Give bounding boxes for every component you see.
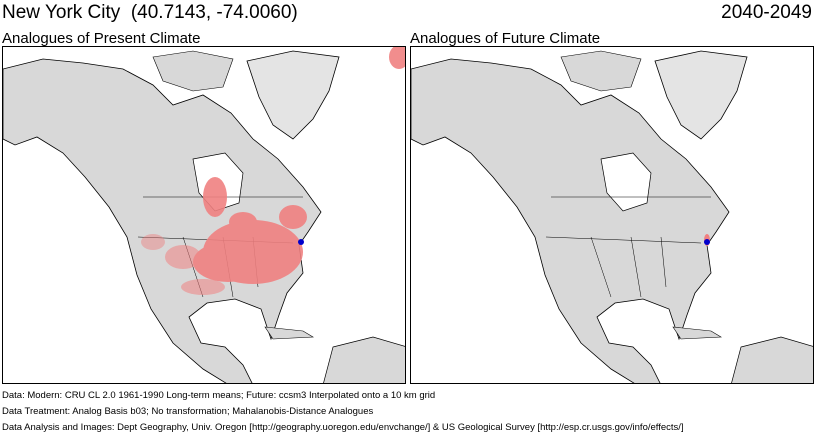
location-name: New York City bbox=[2, 2, 121, 23]
footer-data-source: Data: Modern: CRU CL 2.0 1961-1990 Long-… bbox=[2, 390, 436, 401]
location-coords: (40.7143, -74.0060) bbox=[130, 2, 298, 23]
present-panel-title: Analogues of Present Climate bbox=[2, 30, 201, 47]
page-title: New York City (40.7143, -74.0060) bbox=[2, 2, 298, 24]
future-panel-title: Analogues of Future Climate bbox=[410, 30, 601, 47]
target-location-marker bbox=[298, 239, 304, 245]
analogue-regions bbox=[141, 47, 405, 295]
footer-data-treatment: Data Treatment: Analog Basis b03; No tra… bbox=[2, 406, 374, 417]
present-analogues-map bbox=[2, 46, 406, 384]
target-location-marker bbox=[704, 239, 710, 245]
footer-credits: Data Analysis and Images: Dept Geography… bbox=[2, 422, 684, 433]
future-map-svg bbox=[411, 50, 813, 383]
present-map-svg bbox=[3, 47, 405, 383]
future-analogues-map bbox=[410, 46, 814, 384]
period-label: 2040-2049 bbox=[721, 2, 812, 23]
